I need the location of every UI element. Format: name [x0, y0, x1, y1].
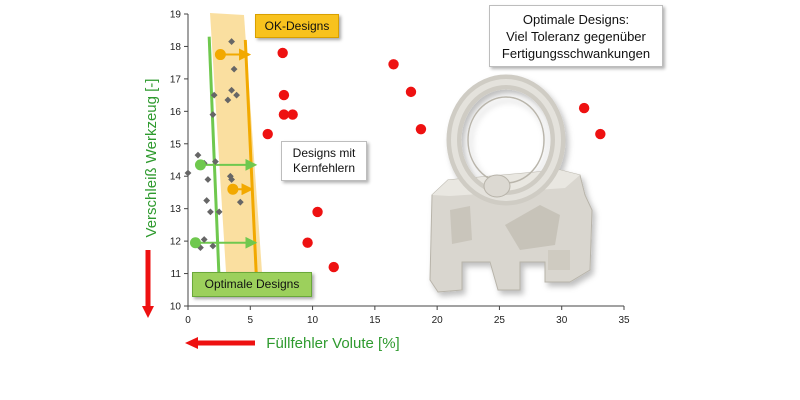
printed-part-image	[429, 74, 593, 293]
diamond-point	[228, 176, 235, 183]
ok-design-band	[210, 13, 262, 272]
circle-point	[287, 109, 298, 120]
circle-point	[189, 237, 201, 249]
diamond-point	[226, 172, 234, 180]
diamond-point	[228, 86, 235, 94]
circle-point	[194, 159, 206, 171]
x-direction-arrowhead	[185, 337, 198, 349]
x-tick-label: 15	[369, 315, 381, 326]
diamond-point	[210, 91, 218, 99]
circle-point	[278, 109, 290, 120]
diamond-point	[194, 151, 202, 159]
y-tick-label: 19	[170, 10, 182, 21]
y-direction-arrowhead	[142, 306, 154, 318]
circle-point	[214, 49, 226, 61]
circle-point	[262, 128, 273, 140]
ok-designs-label: OK-Designs	[255, 14, 339, 38]
diamond-point	[204, 176, 212, 183]
y-tick-label: 18	[170, 42, 182, 53]
core-defect-designs-label: Designs mit Kernfehlern	[281, 141, 367, 181]
circle-point	[227, 183, 239, 195]
diamond-point	[200, 236, 208, 243]
circle-point	[415, 123, 427, 135]
y-tick-label: 17	[170, 74, 182, 85]
x-tick-label: 0	[185, 315, 191, 326]
x-tick-label: 5	[248, 315, 254, 326]
diamond-point	[215, 208, 223, 216]
diamond-point	[197, 244, 204, 251]
diamond-point	[207, 208, 214, 216]
x-tick-label: 20	[432, 315, 444, 326]
diamond-point	[228, 38, 235, 45]
tolerance-callout: Optimale Designs: Viel Toleranz gegenübe…	[489, 5, 663, 67]
y-tick-label: 14	[170, 172, 182, 183]
diamond-point	[224, 96, 232, 104]
axes: 10 11 12 13 14 15 16 17 18 19 0 5 10 15 20 25 30 35	[170, 10, 630, 327]
diamond-point	[212, 158, 219, 166]
circle-point	[328, 261, 339, 273]
circle-point	[405, 86, 417, 98]
y-tick-label: 16	[170, 107, 182, 118]
circle-point	[388, 59, 399, 70]
y-tick-label: 15	[170, 139, 182, 150]
y-axis-title: Verschleiß Werkzeug [-]	[143, 79, 160, 238]
diamond-point	[184, 169, 192, 177]
circle-point	[277, 47, 288, 59]
circle-point	[595, 128, 606, 140]
x-axis-title: Füllfehler Volute [%]	[266, 335, 399, 352]
diamond-point	[209, 242, 217, 250]
circle-point	[578, 102, 590, 114]
diamond-point	[230, 65, 238, 73]
diamond-point	[203, 197, 211, 204]
optimal-designs-label: Optimale Designs	[192, 272, 312, 297]
circle-point	[302, 237, 313, 248]
circle-point	[278, 89, 290, 101]
x-tick-label: 30	[556, 315, 568, 326]
y-tick-label: 11	[171, 269, 182, 280]
diamond-point	[233, 91, 240, 99]
y-tick-label: 12	[170, 237, 182, 248]
x-tick-label: 10	[307, 315, 319, 326]
x-tick-label: 35	[618, 315, 630, 326]
circle-point	[312, 206, 323, 218]
diamond-point	[209, 111, 217, 118]
tolerance-bounds	[195, 36, 259, 281]
data-points	[184, 38, 606, 273]
x-tick-label: 25	[494, 315, 506, 326]
diamond-point	[236, 198, 244, 206]
green-boundary-line	[207, 36, 221, 281]
y-tick-label: 10	[170, 302, 182, 313]
y-tick-label: 13	[170, 204, 182, 215]
